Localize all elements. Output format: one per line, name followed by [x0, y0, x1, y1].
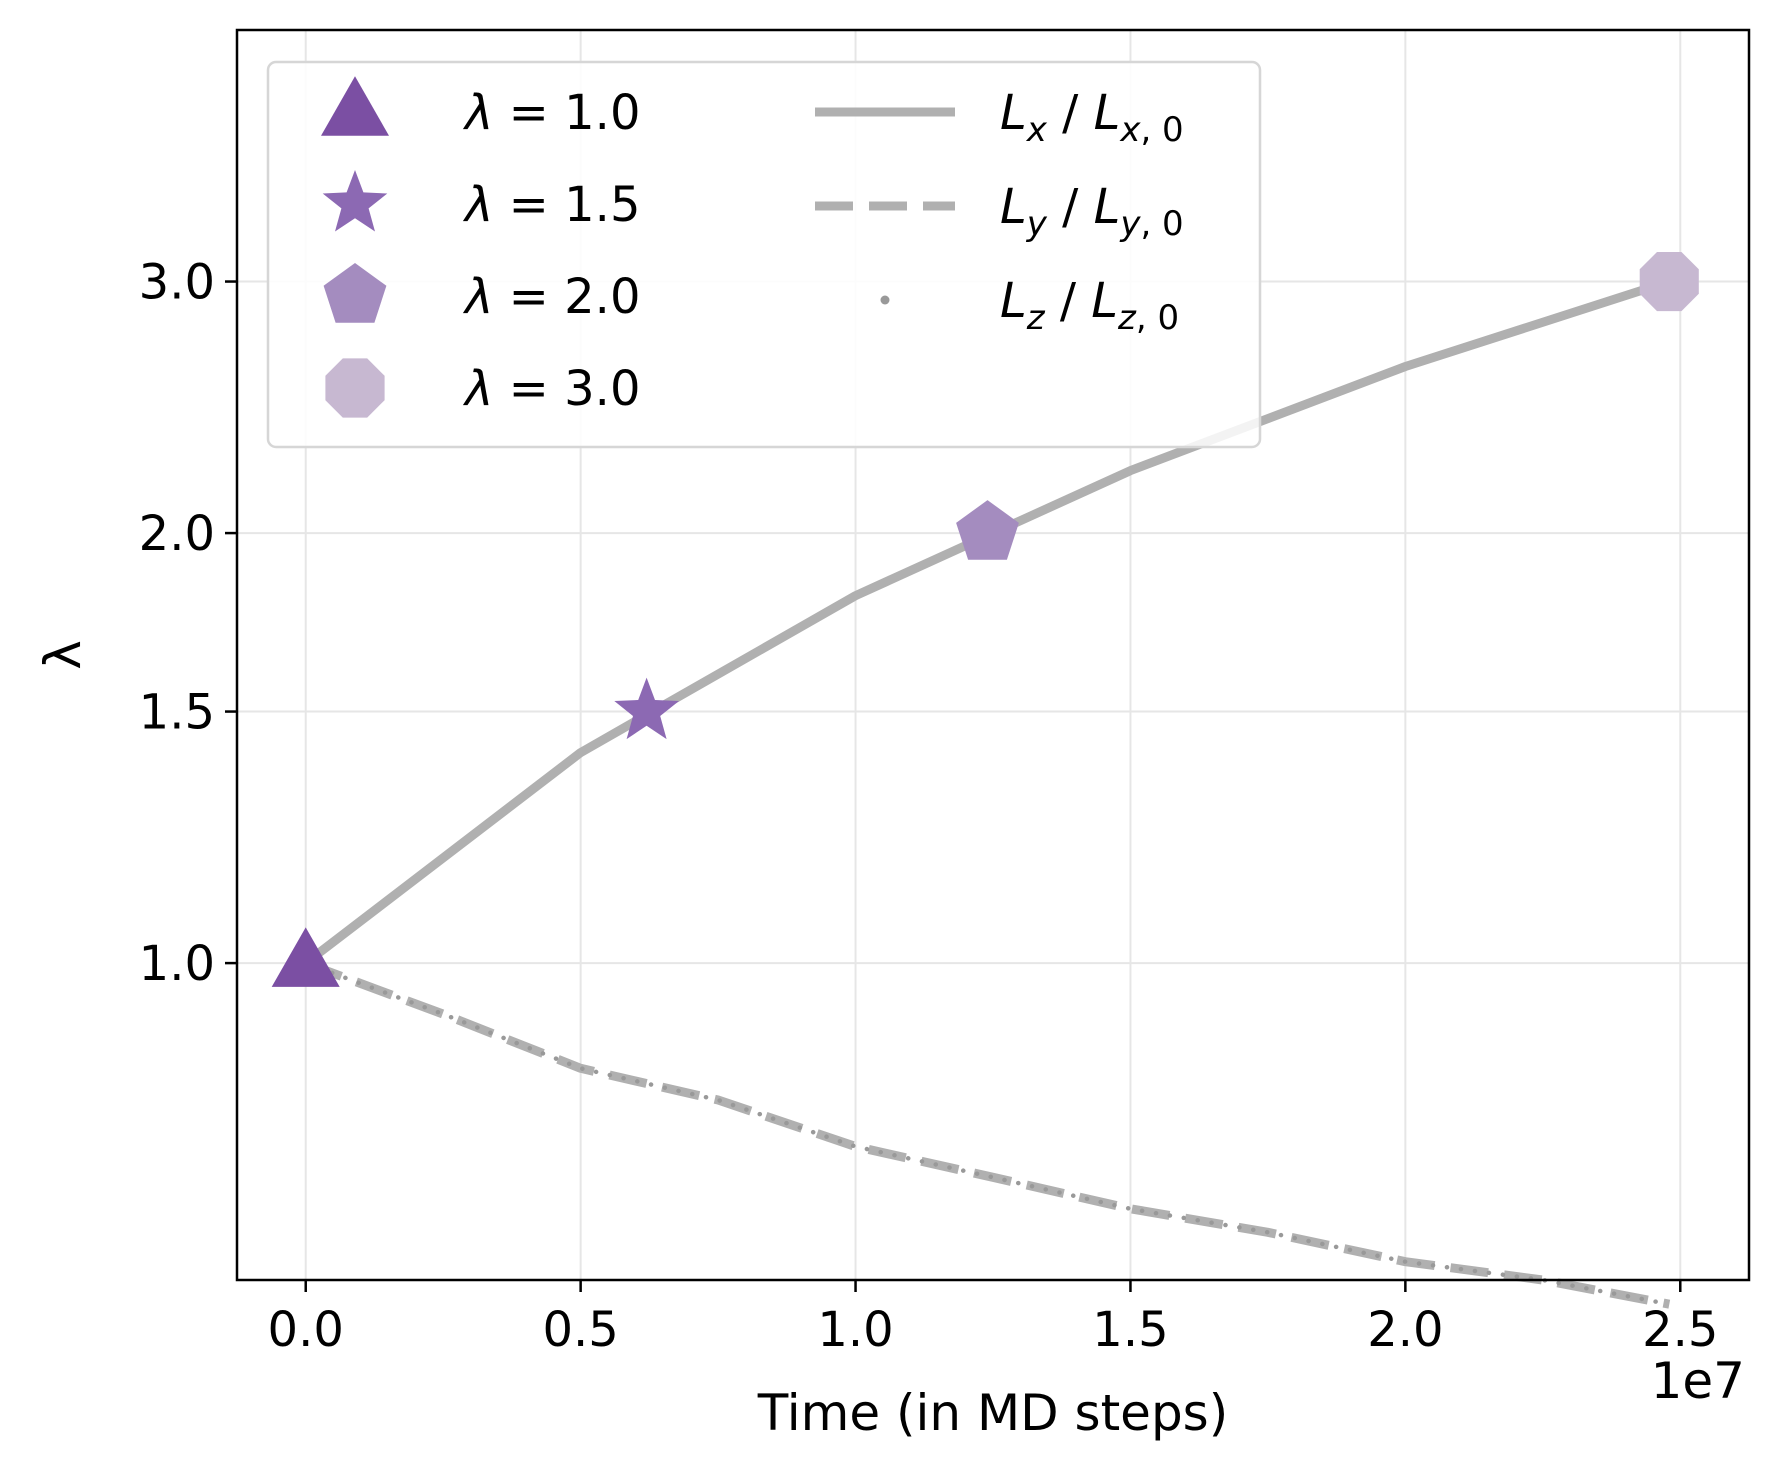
x-tick-label: 1.0: [817, 1302, 893, 1358]
legend-items: λ = 1.0 λ = 1.5 λ = 2.0 λ = 3.0 Lx / Lx, 0 Ly…: [321, 76, 1184, 418]
marker-triangle: [271, 927, 340, 987]
series-line-dotted: [303, 960, 1672, 1307]
legend-line-label: Ly / Ly, 0: [1000, 179, 1184, 244]
series-line-dashed: [304, 958, 1671, 1309]
x-tick-label: 2.0: [1367, 1302, 1443, 1358]
marker-pentagon: [956, 500, 1019, 560]
marker-octagon: [1639, 252, 1699, 312]
legend-marker-star: [322, 170, 388, 232]
legend-frame: [266, 60, 1262, 449]
data-markers: [271, 252, 1699, 987]
x-tick-label: 2.5: [1642, 1302, 1718, 1358]
legend-label: λ = 3.0: [462, 361, 640, 417]
x-tick-label: 1.5: [1092, 1302, 1168, 1358]
y-axis-label: λ: [34, 640, 92, 670]
legend-line-label: Lx / Lx, 0: [1000, 85, 1184, 150]
x-axis-label: Time (in MD steps): [757, 1384, 1228, 1442]
legend-marker-triangle: [321, 76, 389, 136]
legend-line-dotted: [880, 295, 890, 305]
y-tick-label: 2.0: [139, 506, 215, 562]
y-tick-label: 1.5: [139, 685, 215, 741]
plot-frame: [235, 28, 1751, 1282]
legend-line-label: Lz / Lz, 0: [1000, 273, 1179, 338]
legend-marker-pentagon: [323, 263, 387, 323]
x-tick-label: 0.5: [542, 1302, 618, 1358]
y-axis: 1.0 1.5 2.0 3.0: [139, 255, 237, 992]
y-tick-label: 3.0: [139, 255, 215, 311]
legend-label: λ = 2.0: [462, 269, 640, 325]
legend: λ = 1.0 λ = 1.5 λ = 2.0 λ = 3.0 Lx / Lx, 0 Ly…: [266, 60, 1262, 449]
y-tick-label: 1.0: [139, 936, 215, 992]
x-tick-label: 0.0: [268, 1302, 344, 1358]
x-axis: 0.0 0.5 1.0 1.5 2.0 2.5: [268, 1280, 1718, 1358]
marker-star: [614, 677, 679, 740]
legend-label: λ = 1.5: [462, 177, 640, 233]
legend-marker-octagon: [325, 358, 385, 418]
legend-label: λ = 1.0: [462, 85, 640, 141]
x-axis-offset-label: 1e7: [1651, 1352, 1745, 1410]
